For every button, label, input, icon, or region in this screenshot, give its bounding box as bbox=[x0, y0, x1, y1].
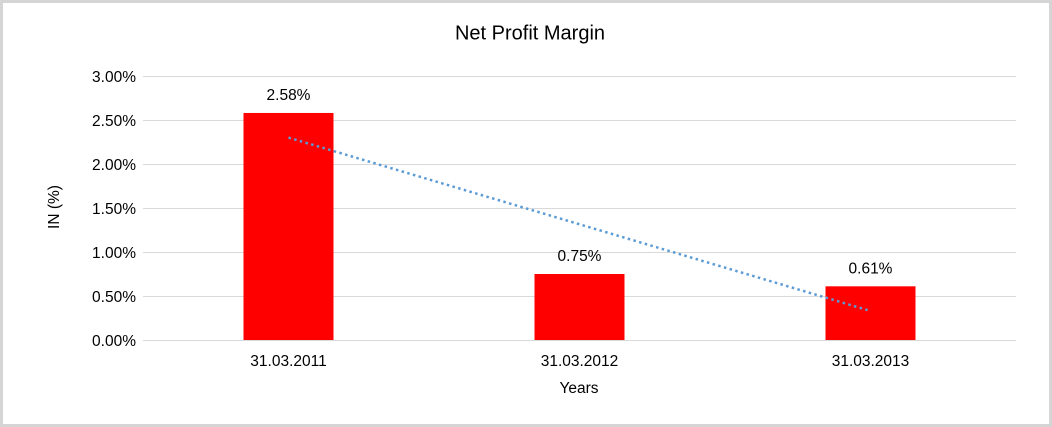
y-tick-label: 0.00% bbox=[92, 333, 136, 350]
bar-data-label: 0.75% bbox=[558, 248, 602, 265]
trendline bbox=[288, 136, 871, 313]
x-category-label: 31.03.2012 bbox=[541, 353, 619, 370]
x-axis-title: Years bbox=[559, 380, 599, 397]
bar-data-label: 2.58% bbox=[267, 87, 311, 104]
bar bbox=[825, 286, 916, 340]
bar bbox=[243, 112, 334, 341]
x-category-label: 31.03.2011 bbox=[250, 353, 326, 370]
y-tick-label: 3.00% bbox=[92, 69, 136, 86]
y-axis-title: IN (%) bbox=[46, 185, 63, 229]
y-tick-label: 0.50% bbox=[92, 289, 136, 306]
x-category-label: 31.03.2013 bbox=[832, 353, 910, 370]
bar bbox=[534, 274, 625, 340]
y-tick-label: 2.00% bbox=[92, 157, 136, 174]
y-tick-label: 1.50% bbox=[92, 201, 136, 218]
chart-title: Net Profit Margin bbox=[454, 22, 606, 45]
chart-plot-area: 0.00% 0.50% 1.00% 1.50% 2.00% 2.50% 3.00% 2.58%… bbox=[92, 69, 1016, 370]
bar-data-label: 0.61% bbox=[849, 260, 893, 277]
y-tick-label: 2.50% bbox=[92, 113, 136, 130]
y-tick-label: 1.00% bbox=[92, 245, 136, 262]
